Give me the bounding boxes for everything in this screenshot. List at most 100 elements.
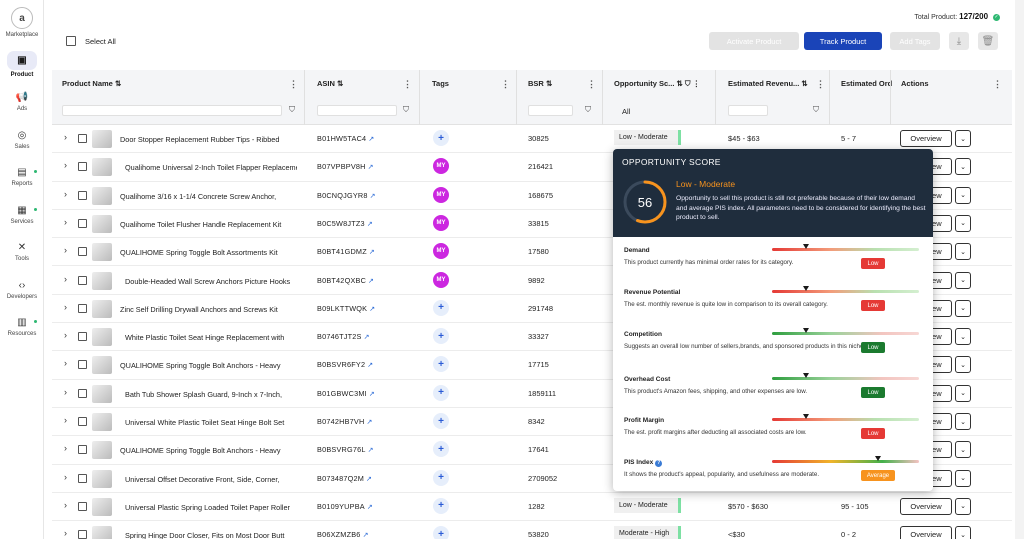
row-checkbox[interactable] [78,162,87,172]
delete-button[interactable]: 🗑 [978,32,998,50]
external-link-icon[interactable]: ↗ [368,390,375,398]
product-name[interactable]: Qualihome Toilet Flusher Handle Replacem… [120,219,282,229]
sidebar-item-ads[interactable]: 📢 Ads [0,92,44,112]
row-checkbox[interactable] [78,473,87,483]
product-name[interactable]: Universal Offset Decorative Front, Side,… [125,474,280,484]
asin-text[interactable]: B09LKTTWQK [317,303,368,313]
expand-chevron-icon[interactable]: › [64,499,67,510]
chevron-down-icon[interactable]: ⌄ [955,526,971,539]
select-all-checkbox[interactable] [66,36,76,46]
asin-text[interactable]: B01HW5TAC4 [317,134,367,143]
row-checkbox[interactable] [78,417,87,426]
asin-text[interactable]: B06XZMZB6 [317,530,361,539]
col-menu-icon[interactable]: ⋮ [993,79,1002,89]
sidebar-item-services[interactable]: ▦ Services [0,205,44,225]
row-checkbox[interactable] [78,530,87,539]
external-link-icon[interactable]: ↗ [366,220,373,228]
external-link-icon[interactable]: ↗ [369,192,376,200]
overview-button[interactable]: Overview [900,130,952,147]
sidebar-item-tools[interactable]: ✕ Tools [0,242,44,262]
page-scrollbar[interactable] [1015,0,1024,539]
select-all[interactable]: Select All [66,36,116,46]
chevron-down-icon[interactable]: ⌄ [955,441,971,459]
expand-chevron-icon[interactable]: › [64,132,67,142]
row-checkbox[interactable] [78,501,87,511]
asin-text[interactable]: B0BT41GDMZ [317,247,367,257]
expand-chevron-icon[interactable]: › [64,330,67,341]
table-row[interactable]: › Universal Plastic Spring Loaded Toilet … [52,492,1012,522]
external-link-icon[interactable]: ↗ [367,164,374,172]
asin-text[interactable]: B0CNQJGYR8 [317,190,368,200]
opportunity-badge[interactable]: Low - Moderate [614,497,681,513]
product-name[interactable]: Zinc Self Drilling Drywall Anchors and S… [120,304,278,314]
row-checkbox[interactable] [78,332,87,342]
expand-chevron-icon[interactable]: › [64,216,67,227]
col-revenue[interactable]: Estimated Revenu... ⇅ [728,79,808,88]
asin-link[interactable]: B01HW5TAC4 ↗ [317,134,374,143]
product-name[interactable]: QUALIHOME Spring Toggle Bolt Assortments… [120,248,278,258]
expand-chevron-icon[interactable]: › [64,273,67,284]
sidebar-item-sales[interactable]: ◎ Sales [0,130,44,150]
add-tags-button[interactable]: Add Tags [890,32,940,50]
chevron-down-icon[interactable]: ⌄ [955,271,971,289]
chevron-down-icon[interactable]: ⌄ [955,158,971,176]
expand-chevron-icon[interactable]: › [64,358,67,369]
row-checkbox[interactable] [78,218,87,228]
col-orders[interactable]: Estimated Ord [841,79,893,88]
col-menu-icon[interactable]: ⋮ [289,79,298,89]
opportunity-badge[interactable]: Moderate - High [614,526,681,539]
asin-text[interactable]: B0BT42QXBC [317,275,367,285]
activate-product-button[interactable]: Activate Product [709,32,799,50]
row-checkbox[interactable] [78,247,87,257]
filter-icon[interactable]: ⛉ [585,105,591,114]
asin-link[interactable]: B0BT41GDMZ ↗ [317,247,375,256]
external-link-icon[interactable]: ↗ [368,136,375,143]
asin-link[interactable]: B06XZMZB6 ↗ [317,530,369,539]
expand-chevron-icon[interactable]: › [64,188,67,199]
overview-button[interactable]: Overview [900,526,952,539]
add-tag-button[interactable]: + [433,469,449,486]
col-menu-icon[interactable]: ⋮ [501,79,510,89]
asin-link[interactable]: B0BSVRG76L ↗ [317,445,374,454]
info-icon[interactable]: ? [655,460,663,467]
external-link-icon[interactable]: ↗ [369,305,376,313]
expand-chevron-icon[interactable]: › [64,443,67,454]
col-asin[interactable]: ASIN ⇅ [317,79,344,88]
product-name[interactable]: QUALIHOME Spring Toggle Bolt Anchors - H… [120,446,281,456]
expand-chevron-icon[interactable]: › [64,160,67,171]
asin-link[interactable]: B07VPBPV8H ↗ [317,162,374,171]
external-link-icon[interactable]: ↗ [366,503,373,511]
expand-chevron-icon[interactable]: › [64,386,67,397]
row-checkbox[interactable] [78,388,87,398]
product-name[interactable]: Spring Hinge Door Closer, Fits on Most D… [125,531,285,539]
track-product-button[interactable]: Track Product [804,32,882,50]
asin-text[interactable]: B0BSVR6FY2 [317,360,366,370]
asin-filter[interactable] [317,105,397,116]
expand-chevron-icon[interactable]: › [64,528,67,539]
asin-link[interactable]: B0BT42QXBC ↗ [317,276,374,285]
chevron-down-icon[interactable]: ⌄ [955,469,971,487]
asin-text[interactable]: B0109YUPBA [317,501,365,511]
chevron-down-icon[interactable]: ⌄ [955,243,971,261]
asin-text[interactable]: B0742HB7VH [317,417,365,426]
chevron-down-icon[interactable]: ⌄ [955,384,971,402]
asin-text[interactable]: B01GBWC3MI [317,388,367,398]
tag-badge[interactable]: MY [433,186,449,203]
external-link-icon[interactable]: ↗ [367,447,374,455]
row-checkbox[interactable] [78,445,87,455]
overview-button[interactable]: Overview [900,497,952,515]
tag-badge[interactable]: MY [433,158,449,175]
external-link-icon[interactable]: ↗ [366,419,373,426]
asin-text[interactable]: B073487Q2M [317,473,365,483]
add-tag-button[interactable]: + [433,413,449,429]
row-checkbox[interactable] [78,134,87,143]
asin-link[interactable]: B0BSVR6FY2 ↗ [317,360,373,369]
asin-link[interactable]: B0109YUPBA ↗ [317,502,373,511]
col-opportunity[interactable]: Opportunity Sc... ⇅ ⛉ ⋮ [614,79,701,88]
chevron-down-icon[interactable]: ⌄ [955,186,971,204]
sidebar-item-product[interactable]: ▣ Product [0,51,44,78]
asin-link[interactable]: B09LKTTWQK ↗ [317,304,375,313]
asin-link[interactable]: B0C5W8JTZ3 ↗ [317,219,373,228]
table-row[interactable]: › Door Stopper Replacement Rubber Tips - … [52,125,1012,154]
sidebar-item-resources[interactable]: ▥ Resources [0,317,44,337]
